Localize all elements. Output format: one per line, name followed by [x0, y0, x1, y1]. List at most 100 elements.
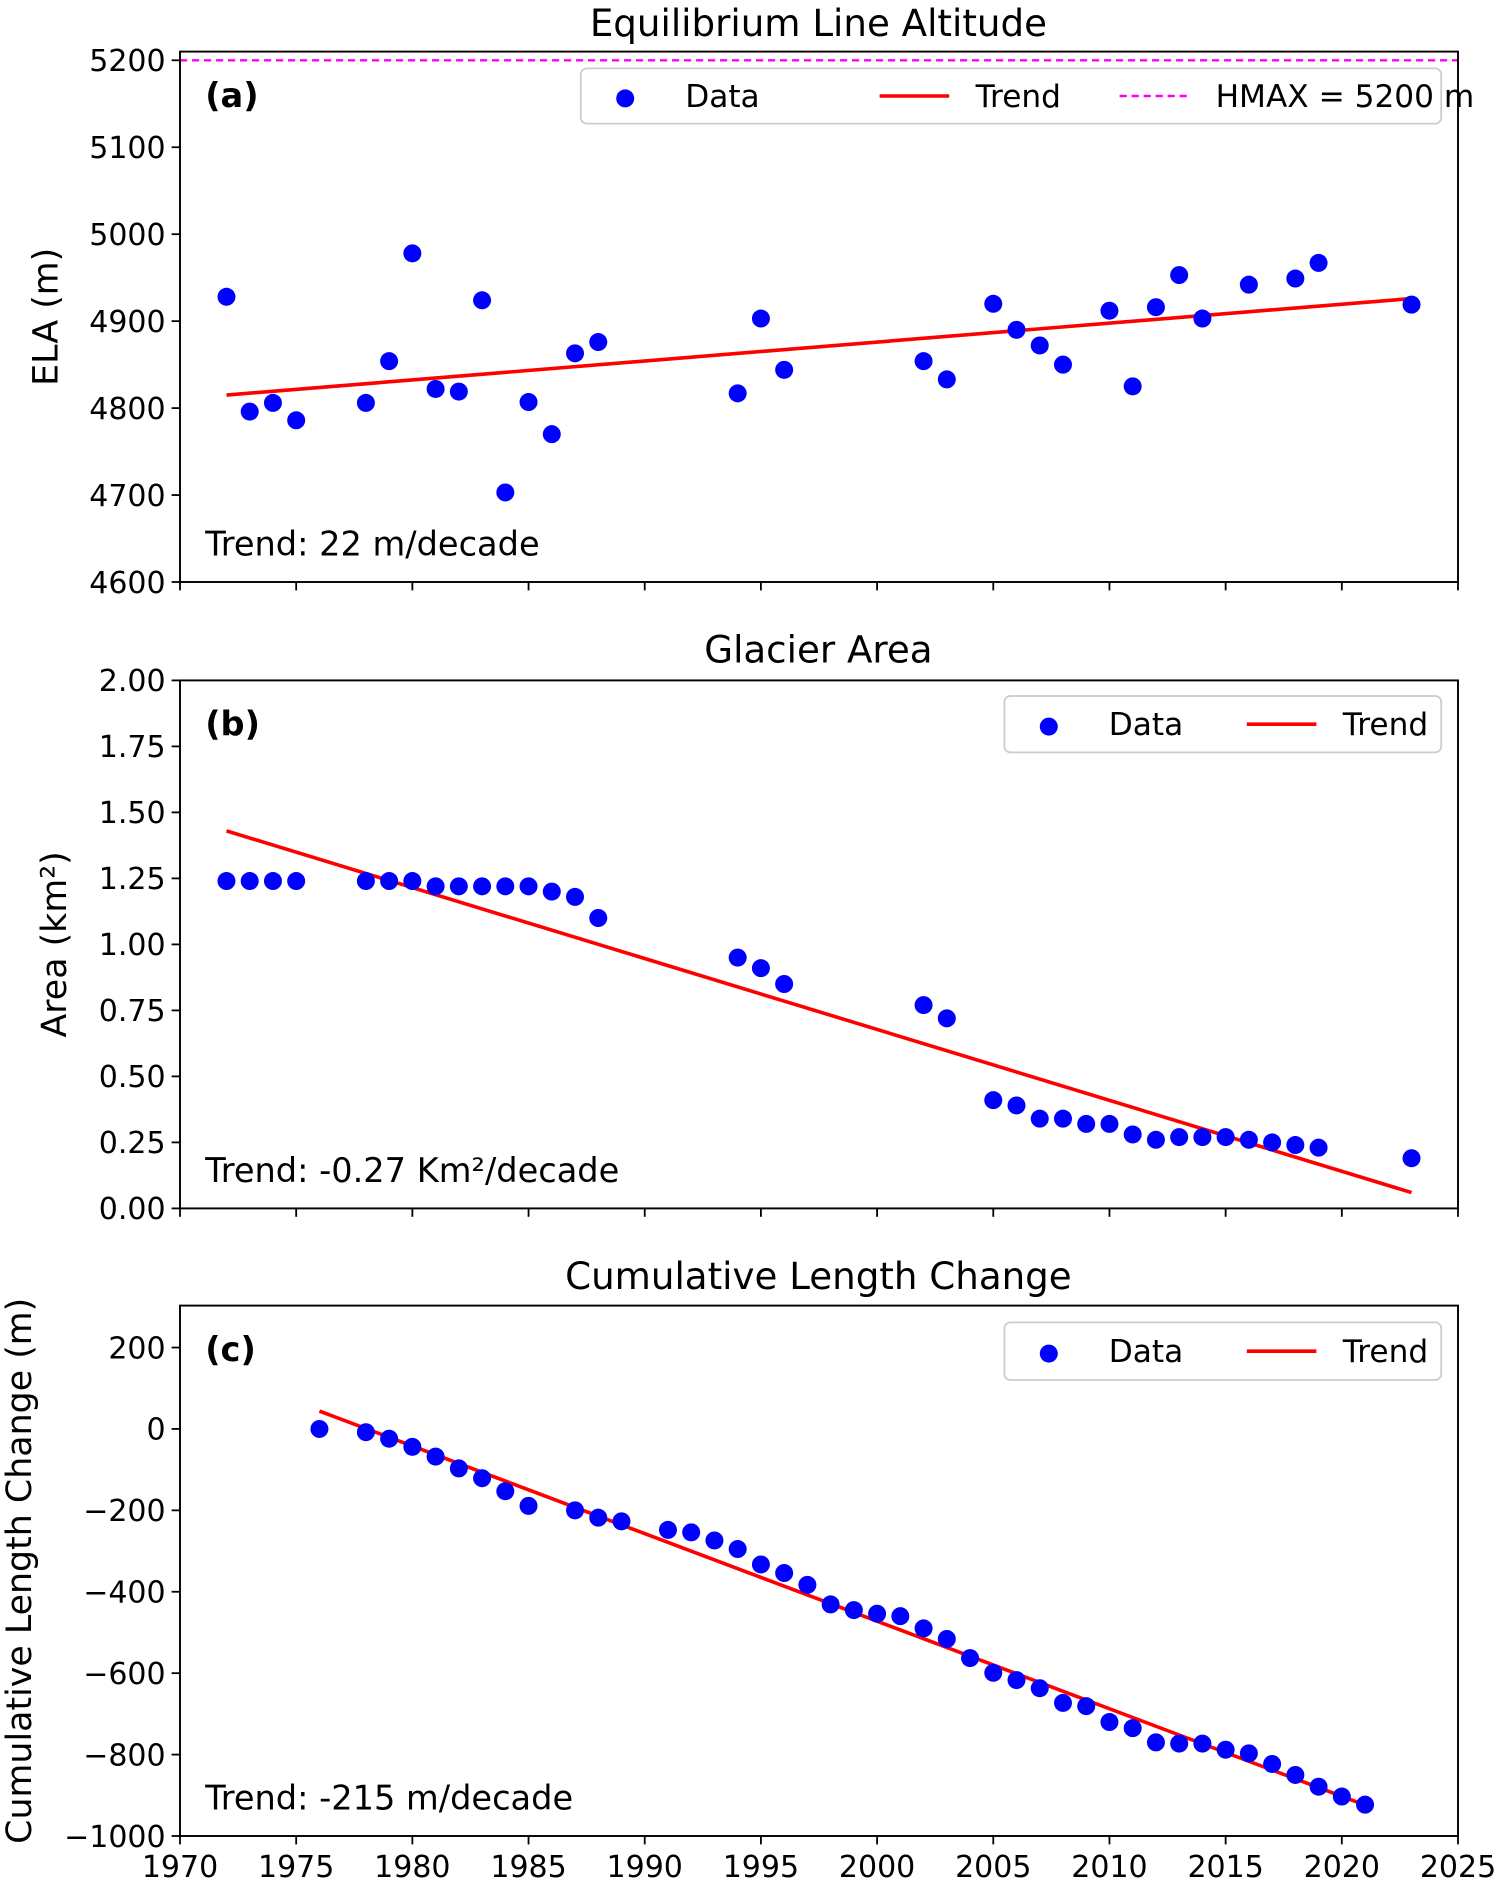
y-tick-label: 4800: [89, 392, 165, 427]
data-point: [728, 384, 747, 403]
legend-label: Data: [1109, 1334, 1183, 1370]
data-point: [775, 360, 794, 379]
data-point: [1309, 1138, 1328, 1157]
y-tick-label: 0.25: [99, 1126, 166, 1161]
data-point: [1100, 1114, 1119, 1133]
y-tick-label: −1000: [64, 1820, 165, 1855]
x-tick-label: 1970: [142, 1850, 218, 1881]
data-point: [961, 1649, 980, 1668]
data-point: [1402, 1149, 1421, 1168]
panel-label: (b): [205, 705, 260, 744]
data-point: [496, 1482, 515, 1501]
data-point: [217, 872, 236, 891]
data-point: [380, 872, 399, 891]
data-point: [1286, 269, 1305, 288]
data-point: [1007, 1096, 1026, 1115]
legend-label: Trend: [1342, 707, 1428, 743]
data-point: [844, 1601, 863, 1620]
x-tick-label: 2005: [955, 1850, 1031, 1881]
data-point: [914, 1619, 933, 1638]
panel-a: Equilibrium Line Altitude 4600 4700 4800 490…: [27, 1, 1475, 601]
y-axis-label: Area (km²): [35, 851, 75, 1037]
data-point: [1100, 1713, 1119, 1732]
data-point: [984, 1663, 1003, 1682]
data-point: [1216, 1128, 1235, 1147]
data-point: [566, 1501, 585, 1520]
data-point: [1193, 1128, 1212, 1147]
legend-label: HMAX = 5200 m: [1216, 79, 1475, 115]
data-point: [589, 333, 608, 352]
data-point: [310, 1419, 329, 1438]
data-point: [1170, 266, 1189, 285]
data-point: [682, 1523, 701, 1542]
data-point: [240, 402, 259, 421]
trend-annotation: Trend: -0.27 Km²/decade: [204, 1151, 619, 1190]
data-point: [1309, 1777, 1328, 1796]
y-tick-label: 1.50: [99, 796, 166, 831]
chart-title: Glacier Area: [704, 627, 932, 671]
y-tick-label: −800: [83, 1738, 165, 1773]
data-point: [658, 1520, 677, 1539]
data-point: [612, 1512, 631, 1531]
data-point: [775, 1564, 794, 1583]
y-tick-label: 0: [147, 1413, 166, 1448]
legend: Data Trend HMAX = 5200 m: [579, 67, 1475, 125]
axes-frame: [179, 50, 1459, 583]
data-point: [751, 309, 770, 328]
data-point: [240, 872, 259, 891]
data-point: [542, 425, 561, 444]
y-tick-label: 5100: [89, 131, 165, 166]
x-tick-label: 2010: [1071, 1850, 1147, 1881]
x-tick-label: 1995: [723, 1850, 799, 1881]
data-point: [519, 877, 538, 896]
data-point: [1030, 1109, 1049, 1128]
y-tick-label: −600: [83, 1657, 165, 1692]
chart-title: Equilibrium Line Altitude: [590, 1, 1047, 45]
data-point: [1077, 1114, 1096, 1133]
data-point: [263, 393, 282, 412]
data-point: [775, 975, 794, 993]
y-tick-label: 4600: [89, 566, 165, 601]
data-point: [473, 1469, 492, 1488]
data-point: [868, 1604, 887, 1623]
legend-label: Trend: [975, 79, 1061, 115]
data-point: [1193, 1734, 1212, 1753]
data-point: [1263, 1133, 1282, 1152]
data-point: [496, 483, 515, 502]
data-point: [1216, 1740, 1235, 1759]
y-tick-label: −400: [83, 1576, 165, 1611]
x-tick-label: 1985: [490, 1850, 566, 1881]
x-tick-label: 2015: [1187, 1850, 1263, 1881]
legend: Data Trend: [1003, 695, 1443, 754]
data-point: [356, 872, 375, 891]
y-tick-label: 0.50: [99, 1060, 166, 1095]
data-point: [728, 1540, 747, 1559]
data-point: [287, 411, 306, 430]
data-point: [403, 1437, 422, 1456]
data-point: [1239, 1744, 1258, 1763]
legend-box: [1003, 695, 1443, 754]
data-point: [1286, 1136, 1305, 1155]
legend: Data Trend: [1003, 1321, 1443, 1381]
y-tick-label: 4700: [89, 479, 165, 514]
panel-b: Glacier Area 0.00 0.25 0.50 0.75 1.00 1.25 1.50…: [35, 627, 1459, 1227]
x-tick-label: 2020: [1304, 1850, 1380, 1881]
y-axis-label: ELA (m): [27, 248, 67, 386]
data-point: [403, 244, 422, 263]
data-point: [449, 877, 468, 896]
data-point: [263, 872, 282, 891]
data-point: [1053, 1109, 1072, 1128]
data-point: [519, 1496, 538, 1515]
data-point: [473, 291, 492, 310]
data-point: [496, 877, 515, 896]
data-point: [1239, 275, 1258, 294]
data-point: [356, 393, 375, 412]
data-point: [449, 382, 468, 401]
data-point: [473, 877, 492, 896]
trend-annotation: Trend: -215 m/decade: [204, 1779, 573, 1818]
chart-title: Cumulative Length Change: [565, 1254, 1072, 1298]
y-axis-label: Cumulative Length Change (m): [0, 1298, 40, 1844]
axes-frame: [179, 679, 1459, 1210]
y-tick-label: 1.25: [99, 862, 166, 897]
